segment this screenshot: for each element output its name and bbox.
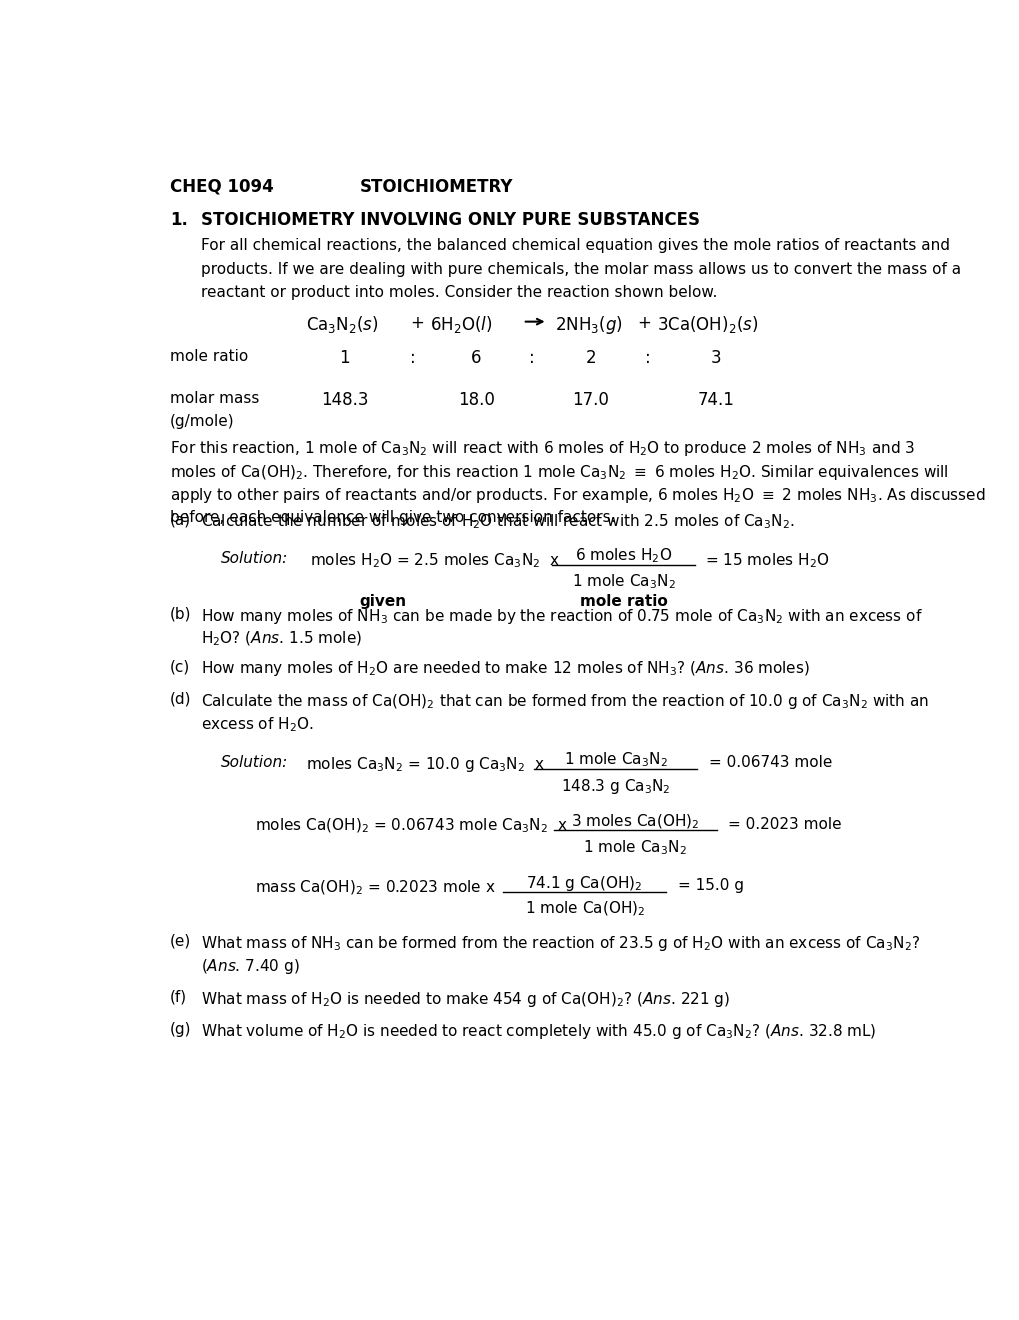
Text: For all chemical reactions, the balanced chemical equation gives the mole ratios: For all chemical reactions, the balanced… — [201, 239, 949, 253]
Text: (e): (e) — [170, 933, 192, 949]
Text: (f): (f) — [170, 990, 187, 1005]
Text: What mass of $\mathrm{H_2O}$ is needed to make 454 g of $\mathrm{Ca(OH)_2}$? ($\: What mass of $\mathrm{H_2O}$ is needed t… — [201, 990, 730, 1008]
Text: $\mathrm{Ca_3N_2}$$(s)$: $\mathrm{Ca_3N_2}$$(s)$ — [306, 314, 378, 335]
Text: 6: 6 — [471, 350, 481, 367]
Text: = 15 moles $\mathrm{H_2O}$: = 15 moles $\mathrm{H_2O}$ — [704, 552, 828, 570]
Text: 148.3 g $\mathrm{Ca_3N_2}$: 148.3 g $\mathrm{Ca_3N_2}$ — [560, 776, 669, 796]
Text: mole ratio: mole ratio — [579, 594, 666, 609]
Text: How many moles of $\mathrm{NH_3}$ can be made by the reaction of 0.75 mole of $\: How many moles of $\mathrm{NH_3}$ can be… — [201, 607, 922, 626]
Text: (a): (a) — [170, 512, 192, 528]
Text: ($\mathit{Ans}$. 7.40 g): ($\mathit{Ans}$. 7.40 g) — [201, 957, 300, 977]
Text: 1.: 1. — [170, 211, 187, 228]
Text: (b): (b) — [170, 607, 192, 622]
Text: :: : — [529, 350, 534, 367]
Text: $6\mathrm{H_2O}$$(l)$: $6\mathrm{H_2O}$$(l)$ — [429, 314, 492, 335]
Text: mole ratio: mole ratio — [170, 350, 249, 364]
Text: For this reaction, 1 mole of $\mathrm{Ca_3N_2}$ will react with 6 moles of $\mat: For this reaction, 1 mole of $\mathrm{Ca… — [170, 440, 914, 458]
Text: apply to other pairs of reactants and/or products. For example, 6 moles $\mathrm: apply to other pairs of reactants and/or… — [170, 487, 984, 506]
Text: 1 mole $\mathrm{Ca_3N_2}$: 1 mole $\mathrm{Ca_3N_2}$ — [583, 838, 687, 857]
Text: 148.3: 148.3 — [320, 391, 368, 409]
Text: 1 mole $\mathrm{Ca(OH)_2}$: 1 mole $\mathrm{Ca(OH)_2}$ — [524, 900, 644, 919]
Text: (d): (d) — [170, 692, 192, 706]
Text: What volume of $\mathrm{H_2O}$ is needed to react completely with 45.0 g of $\ma: What volume of $\mathrm{H_2O}$ is needed… — [201, 1022, 875, 1041]
Text: 3 moles $\mathrm{Ca(OH)_2}$: 3 moles $\mathrm{Ca(OH)_2}$ — [571, 812, 699, 830]
Text: 1 mole $\mathrm{Ca_3N_2}$: 1 mole $\mathrm{Ca_3N_2}$ — [571, 573, 675, 591]
Text: 1: 1 — [339, 350, 350, 367]
Text: moles $\mathrm{Ca_3N_2}$ = 10.0 g $\mathrm{Ca_3N_2}$  x: moles $\mathrm{Ca_3N_2}$ = 10.0 g $\math… — [306, 755, 544, 774]
Text: Calculate the mass of $\mathrm{Ca(OH)_2}$ that can be formed from the reaction o: Calculate the mass of $\mathrm{Ca(OH)_2}… — [201, 692, 928, 710]
Text: How many moles of $\mathrm{H_2O}$ are needed to make 12 moles of $\mathrm{NH_3}$: How many moles of $\mathrm{H_2O}$ are ne… — [201, 659, 809, 678]
Text: 3: 3 — [710, 350, 721, 367]
Text: before, each equivalence will give two conversion factors.: before, each equivalence will give two c… — [170, 510, 615, 525]
Text: 2: 2 — [585, 350, 596, 367]
Text: What mass of $\mathrm{NH_3}$ can be formed from the reaction of 23.5 g of $\math: What mass of $\mathrm{NH_3}$ can be form… — [201, 933, 919, 953]
Text: = 0.2023 mole: = 0.2023 mole — [728, 817, 841, 832]
Text: given: given — [360, 594, 407, 609]
Text: +: + — [410, 314, 424, 331]
Text: +: + — [637, 314, 651, 331]
Text: 17.0: 17.0 — [572, 391, 608, 409]
Text: Solution:: Solution: — [220, 755, 287, 770]
Text: Solution:: Solution: — [220, 552, 287, 566]
Text: Calculate the number of moles of $\mathrm{H_2O}$ that will react with 2.5 moles : Calculate the number of moles of $\mathr… — [201, 512, 794, 532]
Text: = 15.0 g: = 15.0 g — [677, 878, 743, 894]
Text: (g): (g) — [170, 1022, 192, 1038]
Text: 1 mole $\mathrm{Ca_3N_2}$: 1 mole $\mathrm{Ca_3N_2}$ — [564, 751, 667, 770]
Text: :: : — [645, 350, 650, 367]
Text: molar mass: molar mass — [170, 391, 259, 407]
Text: = 0.06743 mole: = 0.06743 mole — [708, 755, 832, 770]
Text: moles of $\mathrm{Ca(OH)_2}$. Therefore, for this reaction 1 mole $\mathrm{Ca_3N: moles of $\mathrm{Ca(OH)_2}$. Therefore,… — [170, 463, 948, 482]
Text: CHEQ 1094: CHEQ 1094 — [170, 178, 274, 195]
Text: $2\mathrm{NH_3}$$(g)$: $2\mathrm{NH_3}$$(g)$ — [554, 314, 623, 337]
Text: (g/mole): (g/mole) — [170, 413, 234, 429]
Text: moles $\mathrm{Ca(OH)_2}$ = 0.06743 mole $\mathrm{Ca_3N_2}$  x: moles $\mathrm{Ca(OH)_2}$ = 0.06743 mole… — [255, 817, 568, 836]
Text: 6 moles $\mathrm{H_2O}$: 6 moles $\mathrm{H_2O}$ — [575, 546, 672, 565]
Text: excess of $\mathrm{H_2O}$.: excess of $\mathrm{H_2O}$. — [201, 715, 314, 734]
Text: mass $\mathrm{Ca(OH)_2}$ = 0.2023 mole x: mass $\mathrm{Ca(OH)_2}$ = 0.2023 mole x — [255, 878, 495, 896]
Text: STOICHIOMETRY: STOICHIOMETRY — [360, 178, 513, 195]
Text: 74.1: 74.1 — [697, 391, 735, 409]
Text: :: : — [410, 350, 415, 367]
Text: $\mathrm{H_2O}$? ($\mathit{Ans}$. 1.5 mole): $\mathrm{H_2O}$? ($\mathit{Ans}$. 1.5 mo… — [201, 630, 362, 648]
Text: moles $\mathrm{H_2O}$ = 2.5 moles $\mathrm{Ca_3N_2}$  x: moles $\mathrm{H_2O}$ = 2.5 moles $\math… — [310, 552, 559, 570]
Text: STOICHIOMETRY INVOLVING ONLY PURE SUBSTANCES: STOICHIOMETRY INVOLVING ONLY PURE SUBSTA… — [201, 211, 699, 228]
Text: 18.0: 18.0 — [458, 391, 494, 409]
Text: $3\mathrm{Ca(OH)_2}$$(s)$: $3\mathrm{Ca(OH)_2}$$(s)$ — [656, 314, 757, 335]
Text: reactant or product into moles. Consider the reaction shown below.: reactant or product into moles. Consider… — [201, 285, 716, 301]
Text: 74.1 g $\mathrm{Ca(OH)_2}$: 74.1 g $\mathrm{Ca(OH)_2}$ — [526, 874, 642, 892]
Text: (c): (c) — [170, 659, 191, 675]
Text: products. If we are dealing with pure chemicals, the molar mass allows us to con: products. If we are dealing with pure ch… — [201, 261, 960, 277]
